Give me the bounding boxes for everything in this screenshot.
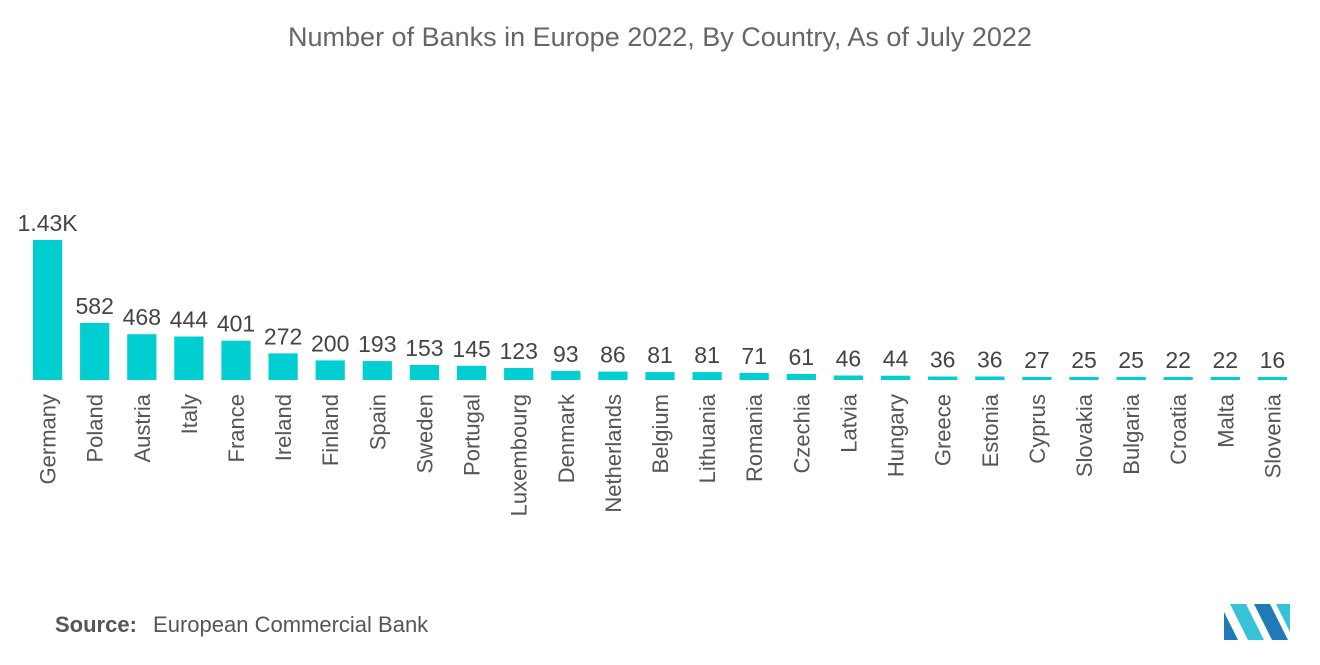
value-label-romania: 71 <box>741 343 767 369</box>
bar-austria <box>127 334 157 380</box>
value-label-malta: 22 <box>1213 347 1239 373</box>
logo-shape-mid <box>1230 604 1264 640</box>
logo-icon <box>1224 604 1290 640</box>
bar-belgium <box>645 372 675 380</box>
category-label-ireland: Ireland <box>271 394 296 461</box>
bar-portugal <box>457 365 487 380</box>
value-label-hungary: 44 <box>883 346 909 372</box>
logo-shape-right <box>1254 604 1288 640</box>
bar-slovakia <box>1069 377 1099 380</box>
value-label-belgium: 81 <box>647 342 673 368</box>
bar-slovenia <box>1257 377 1287 380</box>
value-label-finland: 200 <box>311 330 349 356</box>
source-key: Source: <box>55 612 137 637</box>
source-value: European Commercial Bank <box>153 612 429 637</box>
value-label-slovakia: 25 <box>1071 347 1097 373</box>
bar-poland <box>80 323 110 380</box>
value-label-italy: 444 <box>170 307 209 333</box>
chart-title: Number of Banks in Europe 2022, By Count… <box>288 22 1032 52</box>
value-label-portugal: 145 <box>452 336 490 362</box>
value-label-estonia: 36 <box>977 347 1003 373</box>
category-label-france: France <box>224 394 249 462</box>
value-label-croatia: 22 <box>1165 347 1191 373</box>
category-label-lithuania: Lithuania <box>695 393 720 483</box>
category-label-croatia: Croatia <box>1166 393 1191 465</box>
bar-germany <box>33 240 63 380</box>
bar-greece <box>928 376 958 380</box>
bar-cyprus <box>1022 377 1052 380</box>
category-label-greece: Greece <box>931 394 956 466</box>
category-label-latvia: Latvia <box>836 393 861 452</box>
bar-sweden <box>409 365 439 380</box>
category-label-slovenia: Slovenia <box>1260 393 1285 478</box>
category-label-czechia: Czechia <box>789 393 814 473</box>
bar-ireland <box>268 353 298 380</box>
value-label-czechia: 61 <box>789 344 815 370</box>
value-label-slovenia: 16 <box>1260 347 1286 373</box>
bar-romania <box>739 373 769 380</box>
category-label-germany: Germany <box>36 394 61 484</box>
bar-denmark <box>551 370 581 380</box>
category-label-finland: Finland <box>318 394 343 466</box>
bar-france <box>221 340 251 380</box>
category-label-spain: Spain <box>365 394 390 450</box>
value-label-france: 401 <box>217 311 255 337</box>
bar-estonia <box>975 376 1005 380</box>
category-label-italy: Italy <box>177 394 202 434</box>
bar-latvia <box>833 375 863 380</box>
bar-netherlands <box>598 371 628 380</box>
value-label-sweden: 153 <box>405 335 443 361</box>
category-label-denmark: Denmark <box>554 393 579 483</box>
bar-luxembourg <box>504 368 534 380</box>
logo-shape-tail <box>1276 604 1290 632</box>
category-label-netherlands: Netherlands <box>601 394 626 513</box>
value-label-cyprus: 27 <box>1024 347 1050 373</box>
category-label-romania: Romania <box>742 393 767 482</box>
category-label-poland: Poland <box>83 394 108 463</box>
value-label-germany: 1.43K <box>18 210 79 236</box>
source-note: Source: European Commercial Bank <box>55 612 428 638</box>
bar-croatia <box>1163 377 1193 380</box>
value-label-bulgaria: 25 <box>1118 347 1144 373</box>
bar-lithuania <box>692 372 722 380</box>
bar-italy <box>174 336 204 380</box>
bar-bulgaria <box>1116 377 1146 380</box>
category-label-austria: Austria <box>130 393 155 462</box>
category-label-malta: Malta <box>1213 393 1238 448</box>
bar-czechia <box>786 374 816 380</box>
bar-malta <box>1210 377 1240 380</box>
category-label-sweden: Sweden <box>412 394 437 474</box>
value-label-ireland: 272 <box>264 323 302 349</box>
category-label-estonia: Estonia <box>978 393 1003 467</box>
value-label-greece: 36 <box>930 347 956 373</box>
category-label-hungary: Hungary <box>884 394 909 477</box>
value-label-netherlands: 86 <box>600 342 626 368</box>
logo-shape-left <box>1224 612 1238 640</box>
value-label-luxembourg: 123 <box>500 338 538 364</box>
category-label-luxembourg: Luxembourg <box>507 394 532 516</box>
value-label-spain: 193 <box>358 331 396 357</box>
category-label-slovakia: Slovakia <box>1072 393 1097 477</box>
category-label-bulgaria: Bulgaria <box>1119 393 1144 474</box>
value-label-austria: 468 <box>123 304 161 330</box>
value-label-lithuania: 81 <box>694 342 720 368</box>
value-label-poland: 582 <box>76 293 114 319</box>
category-label-portugal: Portugal <box>460 394 485 476</box>
bar-hungary <box>881 375 911 380</box>
category-label-belgium: Belgium <box>648 394 673 473</box>
bar-spain <box>362 361 392 380</box>
bar-finland <box>315 360 345 380</box>
value-label-denmark: 93 <box>553 341 579 367</box>
value-label-latvia: 46 <box>836 346 862 372</box>
category-label-cyprus: Cyprus <box>1025 394 1050 464</box>
bar-chart: 1.43K Germany 582 Poland 468 Austria 444 Italy 4… <box>18 210 1287 516</box>
